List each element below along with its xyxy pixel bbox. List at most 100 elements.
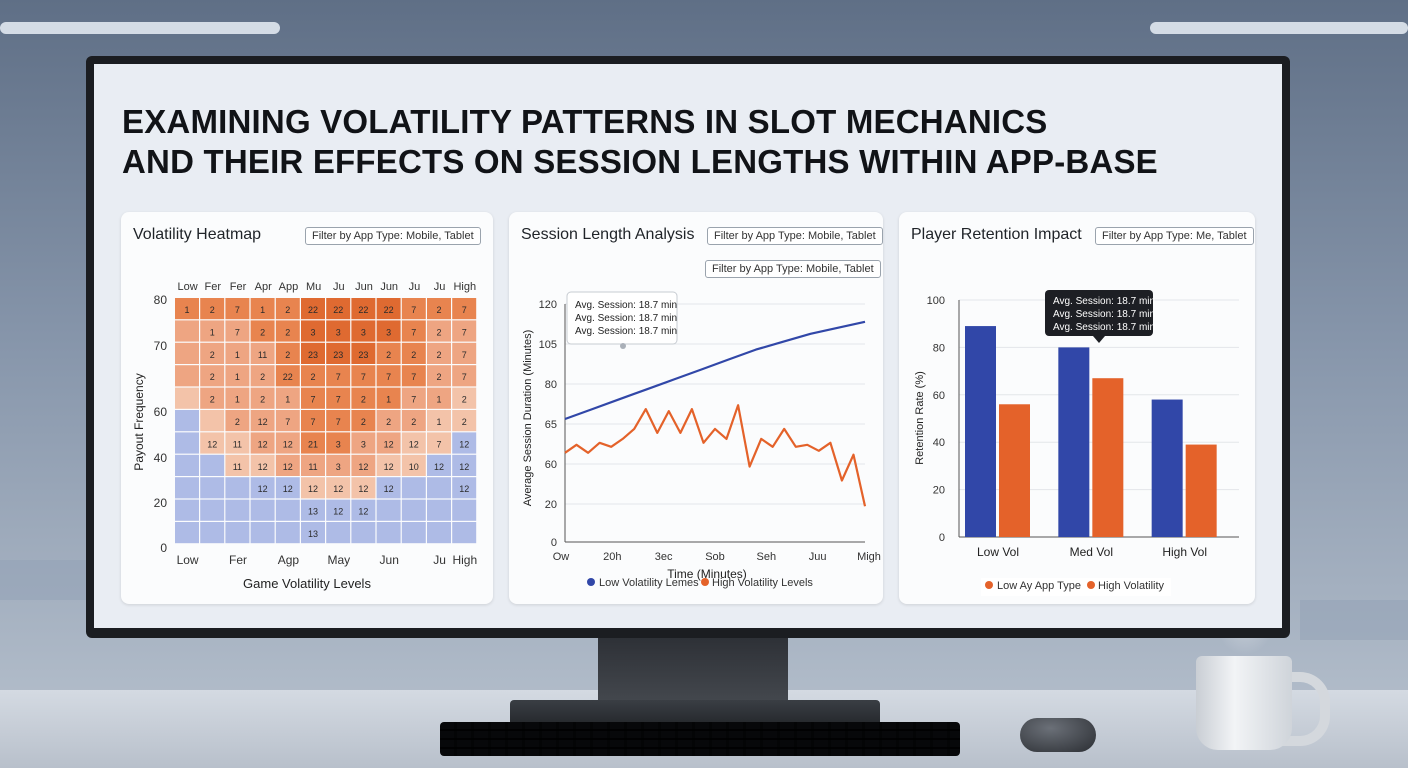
bar-legend-box <box>981 578 1171 596</box>
mouse <box>1020 718 1096 752</box>
heatmap-cell-label: 2 <box>436 372 441 382</box>
page-title-line-1: EXAMINING VOLATILITY PATTERNS IN SLOT ME… <box>122 103 1048 140</box>
heatmap-cell <box>250 320 275 342</box>
heatmap-cell <box>401 477 426 499</box>
heatmap-cell <box>225 432 250 454</box>
bar-tooltip-pointer <box>1093 336 1105 343</box>
page-title: EXAMINING VOLATILITY PATTERNS IN SLOT ME… <box>122 102 1158 182</box>
heatmap-cell <box>326 365 351 387</box>
heatmap-cell-label: 2 <box>411 350 416 360</box>
heatmap-cell <box>376 522 401 544</box>
heatmap-cell <box>175 454 199 476</box>
bar-tooltip-box <box>1045 290 1153 336</box>
session-filter-dropdown-2[interactable]: Filter by App Type: Mobile, Tablet <box>705 260 881 278</box>
heatmap-cell-label: 2 <box>210 350 215 360</box>
heatmap-cell-label: 1 <box>210 327 215 337</box>
heatmap-cell <box>452 320 477 342</box>
heatmap-cell <box>175 499 199 521</box>
heatmap-x-top-label: Fer <box>205 281 222 293</box>
heatmap-cell <box>326 477 351 499</box>
heatmap-cell <box>275 477 300 499</box>
heatmap-cell-label: 7 <box>462 350 467 360</box>
heatmap-cell-label: 7 <box>336 372 341 382</box>
heatmap-cell <box>200 298 225 320</box>
heatmap-cell <box>427 499 451 521</box>
heatmap-cell <box>175 387 199 409</box>
heatmap-cell <box>326 432 351 454</box>
low-volatility-line <box>564 320 866 421</box>
line-x-tick: Seh <box>757 551 777 563</box>
heatmap-cell <box>376 298 401 320</box>
heatmap-cell-label: 12 <box>384 462 394 472</box>
heatmap-x-top-label: High <box>453 281 476 293</box>
legend-label-low: Low Volatility Lemes <box>599 577 699 589</box>
heatmap-cell <box>275 499 300 521</box>
heatmap-x-top-label: Ju <box>333 281 345 293</box>
heatmap-title: Volatility Heatmap <box>133 226 262 243</box>
legend-label-high: High Volatility Levels <box>712 577 813 589</box>
heatmap-cell <box>427 365 451 387</box>
retention-card: Player Retention Impact Filter by App Ty… <box>899 212 1255 604</box>
heatmap-cell <box>401 298 426 320</box>
heatmap-cell-label: 10 <box>409 462 419 472</box>
heatmap-cell-label: 12 <box>384 484 394 494</box>
heatmap-x-top-label: Fer <box>230 281 247 293</box>
bar-category-label: Low Vol <box>977 545 1019 559</box>
heatmap-cell <box>376 477 401 499</box>
heatmap-x-top-label: Ju <box>434 281 446 293</box>
retention-bar-orange <box>1092 378 1124 537</box>
session-filter-dropdown[interactable]: Filter by App Type: Mobile, Tablet <box>707 227 883 245</box>
heatmap-cell <box>250 454 275 476</box>
heatmap-cell-label: 7 <box>336 417 341 427</box>
heatmap-cell <box>351 454 376 476</box>
heatmap-cell-label: 2 <box>361 395 366 405</box>
heatmap-cell <box>225 298 250 320</box>
heatmap-cell-label: 12 <box>207 439 217 449</box>
heatmap-cell <box>275 365 300 387</box>
heatmap-cell-label: 12 <box>283 439 293 449</box>
session-line-chart: 120 105 80 65 60 20 0 Ow 20h 3ec Sob Seh Juu Migh Time… <box>522 291 881 589</box>
line-x-tick: Juu <box>809 551 827 563</box>
heatmap-cell-label: 1 <box>386 395 391 405</box>
bar-y-tick: 80 <box>933 342 945 354</box>
heatmap-cell <box>200 454 225 476</box>
heatmap-cell <box>351 477 376 499</box>
heatmap-x-top-label: Ju <box>409 281 421 293</box>
line-x-tick: Sob <box>705 551 725 563</box>
heatmap-cell-label: 11 <box>258 350 267 360</box>
heatmap-cell-label: 7 <box>411 305 416 315</box>
heatmap-cell-label: 1 <box>235 350 240 360</box>
heatmap-cell <box>275 298 300 320</box>
heatmap-cell <box>427 477 451 499</box>
heatmap-cell <box>301 298 325 320</box>
page-title-line-2: AND THEIR EFFECTS ON SESSION LENGTHS WIT… <box>122 143 1158 180</box>
heatmap-cell <box>301 387 325 409</box>
retention-filter-dropdown[interactable]: Filter by App Type: Me, Tablet <box>1095 227 1254 245</box>
heatmap-cell-label: 2 <box>436 350 441 360</box>
heatmap-cell <box>427 522 451 544</box>
heatmap-cell <box>301 432 325 454</box>
heatmap-cell-label: 23 <box>333 350 343 360</box>
line-y-tick: 120 <box>539 299 557 311</box>
heatmap-cell-label: 2 <box>436 305 441 315</box>
heatmap-cell <box>200 365 225 387</box>
heatmap-cell <box>351 365 376 387</box>
heatmap-cell <box>376 387 401 409</box>
heatmap-cell-label: 22 <box>358 305 368 315</box>
line-tooltip-text: Avg. Session: 18.7 min <box>575 313 677 324</box>
heatmap-cell-label: 2 <box>235 417 240 427</box>
line-y-tick: 80 <box>545 379 557 391</box>
heatmap-cell <box>351 522 376 544</box>
heatmap-cell-label: 2 <box>260 372 265 382</box>
heatmap-cell-label: 12 <box>333 507 343 517</box>
heatmap-cell-label: 3 <box>336 462 341 472</box>
heatmap-x-bottom-label: Low <box>177 553 199 567</box>
heatmap-cell-label: 12 <box>358 462 368 472</box>
heatmap-x-top-label: Jun <box>355 281 373 293</box>
heatmap-cell-label: 3 <box>336 327 341 337</box>
heatmap-cell <box>200 410 225 432</box>
heatmap-cell <box>326 499 351 521</box>
heatmap-filter-dropdown[interactable]: Filter by App Type: Mobile, Tablet <box>305 227 481 245</box>
heatmap-cell-label: 7 <box>411 395 416 405</box>
heatmap-cell <box>175 320 199 342</box>
